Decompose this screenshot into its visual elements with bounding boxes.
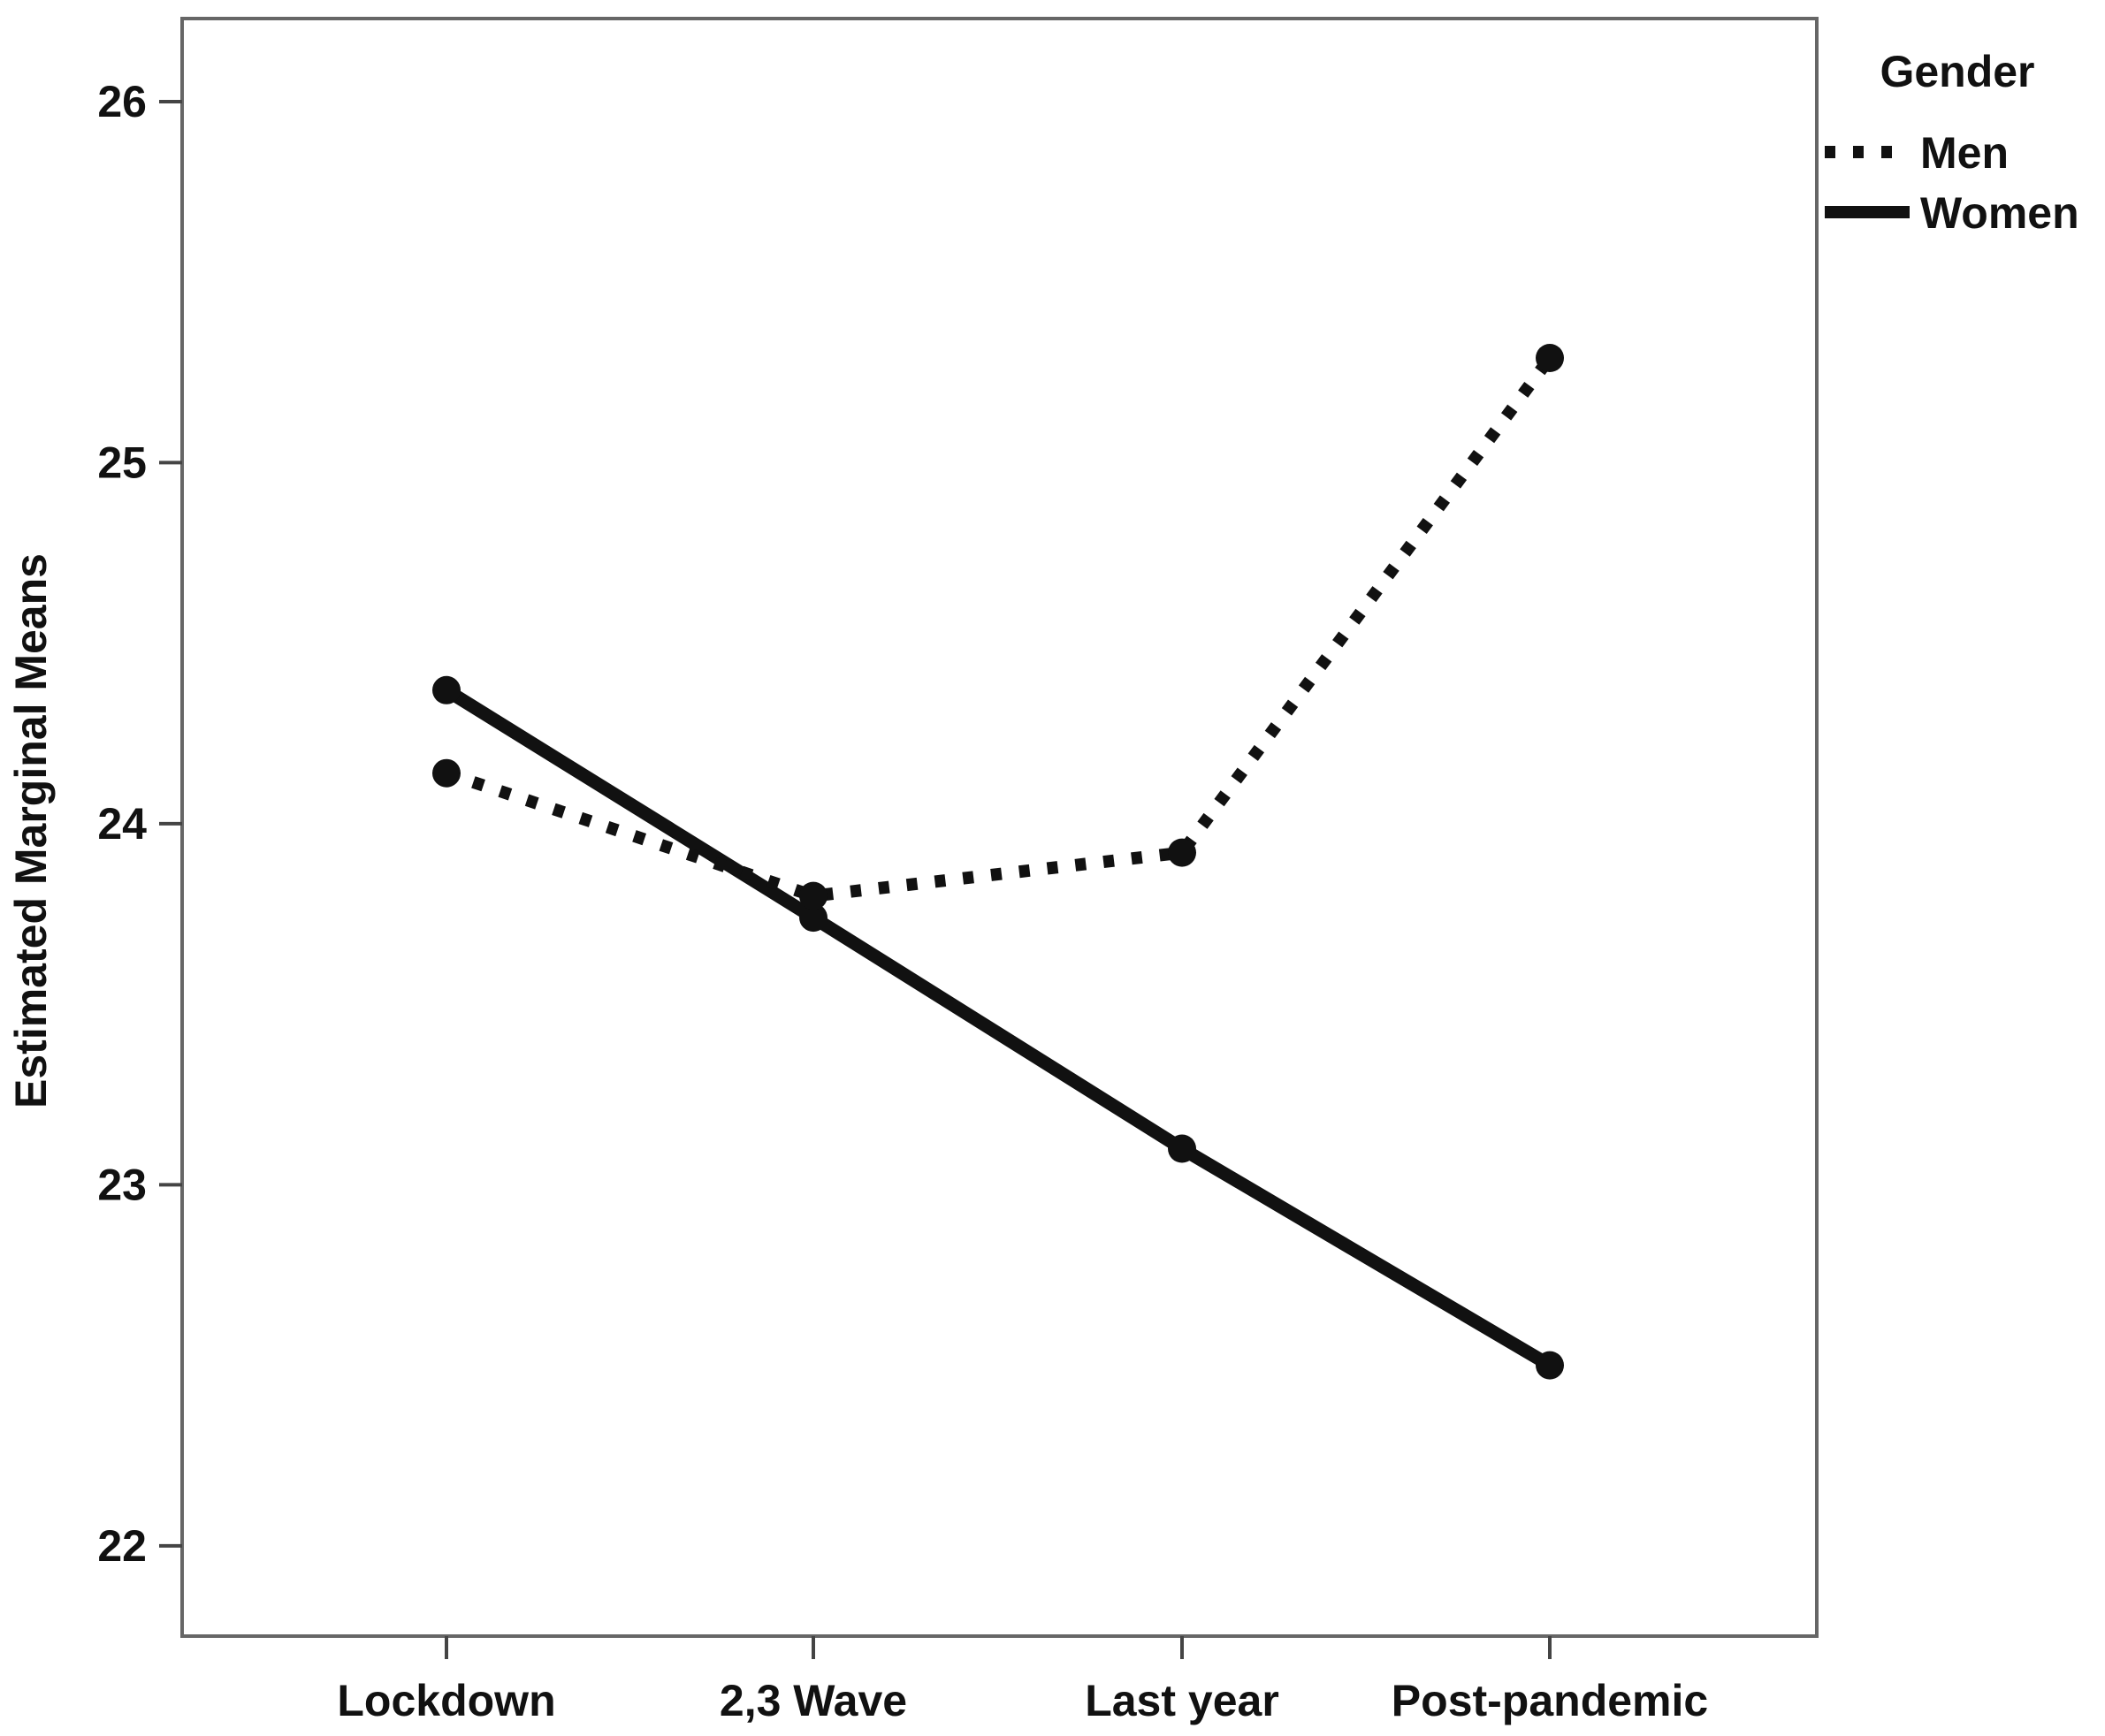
y-tick-label: 25 xyxy=(97,438,147,487)
data-point-women xyxy=(432,675,461,704)
data-point-women xyxy=(1168,1134,1196,1163)
legend-label-women: Women xyxy=(1920,188,2079,238)
legend: Gender Men Women xyxy=(1825,47,2079,238)
data-point-men xyxy=(1536,344,1564,372)
y-tick-label: 24 xyxy=(97,799,147,849)
x-axis: Lockdown 2,3 Wave Last year Post-pandemic xyxy=(337,1636,1708,1725)
legend-label-men: Men xyxy=(1920,128,2009,178)
data-point-women xyxy=(1536,1351,1564,1380)
x-tick-label: Last year xyxy=(1085,1676,1279,1725)
y-axis: 22 23 24 25 26 xyxy=(97,77,182,1571)
series-men xyxy=(432,344,1564,910)
y-tick-label: 26 xyxy=(97,77,147,126)
data-point-men xyxy=(799,881,828,910)
data-point-women xyxy=(799,903,828,933)
series-line-men xyxy=(444,354,1555,902)
series-line-women xyxy=(443,684,1553,1372)
y-tick-label: 23 xyxy=(97,1160,147,1209)
series-women xyxy=(432,675,1564,1380)
legend-title: Gender xyxy=(1880,47,2034,96)
x-tick-label: Post-pandemic xyxy=(1392,1676,1708,1725)
data-point-men xyxy=(1168,838,1196,867)
y-axis-title: Estimated Marginal Means xyxy=(6,553,56,1108)
x-tick-label: Lockdown xyxy=(337,1676,555,1725)
x-tick-label: 2,3 Wave xyxy=(720,1676,907,1725)
series-layer xyxy=(432,344,1564,1380)
data-point-men xyxy=(432,758,461,788)
y-tick-label: 22 xyxy=(97,1521,147,1571)
plot-frame xyxy=(180,17,1819,1638)
